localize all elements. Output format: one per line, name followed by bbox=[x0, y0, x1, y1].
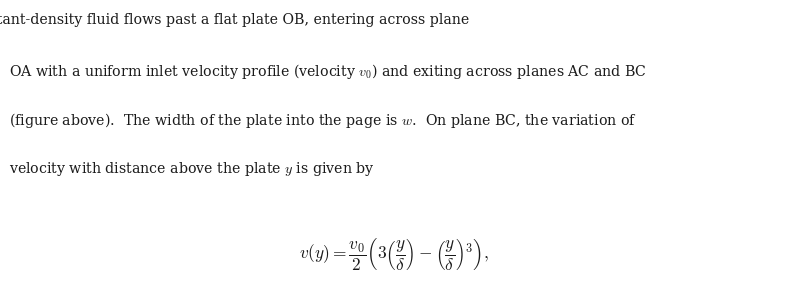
Text: velocity with distance above the plate $y$ is given by: velocity with distance above the plate $… bbox=[9, 160, 375, 178]
Text: OA with a uniform inlet velocity profile (velocity $v_0$) and exiting across pla: OA with a uniform inlet velocity profile… bbox=[9, 62, 647, 81]
Text: A constant-density fluid flows past a flat plate OB, entering across plane: A constant-density fluid flows past a fl… bbox=[0, 13, 469, 27]
Text: (figure above).  The width of the plate into the page is $w$.  On plane BC, the : (figure above). The width of the plate i… bbox=[9, 111, 637, 130]
Text: $v(y) = \dfrac{v_0}{2}\left(3\left(\dfrac{y}{\delta}\right) - \left(\dfrac{y}{\d: $v(y) = \dfrac{v_0}{2}\left(3\left(\dfra… bbox=[299, 236, 489, 272]
